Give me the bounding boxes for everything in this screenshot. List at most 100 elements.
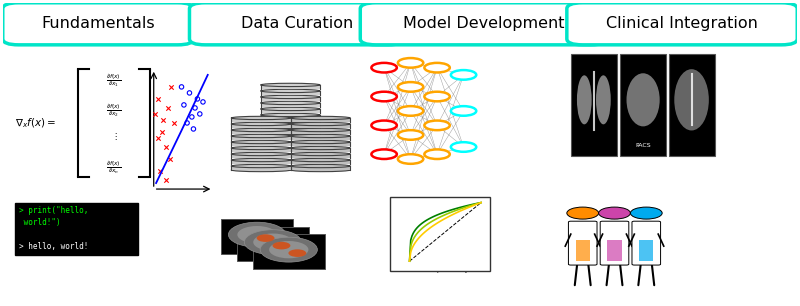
Ellipse shape [674,69,709,130]
Circle shape [451,70,476,80]
FancyBboxPatch shape [600,221,629,265]
Circle shape [567,207,598,219]
Point [155,129,168,134]
Ellipse shape [231,116,290,120]
Circle shape [398,58,423,68]
Text: $\frac{\partial f(x)}{\partial x_2}$: $\frac{\partial f(x)}{\partial x_2}$ [106,103,122,119]
FancyBboxPatch shape [261,91,320,95]
Point [186,114,198,119]
Point [165,84,178,89]
Text: PACS: PACS [635,144,651,148]
Point [159,144,172,149]
FancyBboxPatch shape [231,160,290,164]
FancyBboxPatch shape [261,115,320,119]
FancyBboxPatch shape [231,130,290,134]
Ellipse shape [261,125,320,129]
Ellipse shape [290,164,350,168]
Point [167,121,180,125]
Ellipse shape [577,75,592,124]
Ellipse shape [290,140,350,144]
Ellipse shape [290,122,350,126]
Point [181,121,194,125]
Point [191,96,204,101]
Ellipse shape [231,152,290,156]
Ellipse shape [290,116,350,120]
Ellipse shape [231,146,290,150]
FancyBboxPatch shape [261,127,320,131]
Circle shape [451,142,476,152]
Ellipse shape [231,140,290,144]
Ellipse shape [290,134,350,138]
Point [194,111,206,116]
Ellipse shape [626,73,660,126]
FancyBboxPatch shape [290,142,350,146]
FancyBboxPatch shape [620,54,666,156]
Text: > print("hello,
 world!"): > print("hello, world!") [19,206,89,227]
Point [151,136,164,140]
FancyBboxPatch shape [261,103,320,107]
Ellipse shape [269,241,309,258]
Text: > hello, world!: > hello, world! [19,242,89,251]
Ellipse shape [231,128,290,132]
Point [149,111,162,116]
FancyBboxPatch shape [290,148,350,152]
Text: Data Curation: Data Curation [241,16,353,31]
Ellipse shape [273,242,290,249]
Circle shape [451,106,476,116]
Circle shape [424,63,450,73]
FancyBboxPatch shape [231,154,290,158]
FancyBboxPatch shape [290,118,350,122]
Ellipse shape [261,83,320,87]
Point [178,103,190,107]
Ellipse shape [261,135,320,139]
FancyBboxPatch shape [261,109,320,113]
Ellipse shape [231,168,290,172]
FancyBboxPatch shape [261,97,320,101]
Ellipse shape [238,226,277,243]
Circle shape [598,207,630,219]
Point [175,84,188,89]
FancyBboxPatch shape [390,197,490,271]
Ellipse shape [257,234,274,242]
FancyBboxPatch shape [231,148,290,152]
FancyBboxPatch shape [253,234,325,269]
Ellipse shape [231,134,290,138]
FancyBboxPatch shape [231,136,290,140]
FancyBboxPatch shape [575,240,590,261]
FancyBboxPatch shape [290,136,350,140]
Ellipse shape [254,233,293,251]
Ellipse shape [261,101,320,105]
FancyBboxPatch shape [669,54,714,156]
FancyBboxPatch shape [231,142,290,146]
Ellipse shape [596,75,610,124]
Text: $\nabla_x f(x) =$: $\nabla_x f(x) =$ [14,116,56,130]
Text: 1 - Specificity: 1 - Specificity [422,267,469,273]
Text: Model Development: Model Development [402,16,564,31]
FancyBboxPatch shape [261,133,320,137]
Ellipse shape [260,237,318,262]
Circle shape [398,82,423,92]
FancyBboxPatch shape [231,118,290,122]
FancyBboxPatch shape [237,227,309,261]
Point [160,177,173,182]
Ellipse shape [290,146,350,150]
Ellipse shape [261,89,320,93]
Ellipse shape [231,164,290,168]
FancyBboxPatch shape [290,166,350,170]
Ellipse shape [261,107,320,110]
Ellipse shape [261,95,320,99]
Point [162,106,174,110]
FancyBboxPatch shape [290,130,350,134]
Point [157,118,170,122]
FancyBboxPatch shape [639,240,654,261]
Ellipse shape [261,113,320,117]
Text: $\vdots$: $\vdots$ [110,131,118,142]
Circle shape [371,149,397,159]
Circle shape [424,121,450,130]
Circle shape [398,154,423,164]
Text: $\frac{\partial f(x)}{\partial x_1}$: $\frac{\partial f(x)}{\partial x_1}$ [106,73,122,89]
Text: Fundamentals: Fundamentals [42,16,155,31]
Ellipse shape [290,152,350,156]
Point [183,91,196,95]
Point [152,96,165,101]
